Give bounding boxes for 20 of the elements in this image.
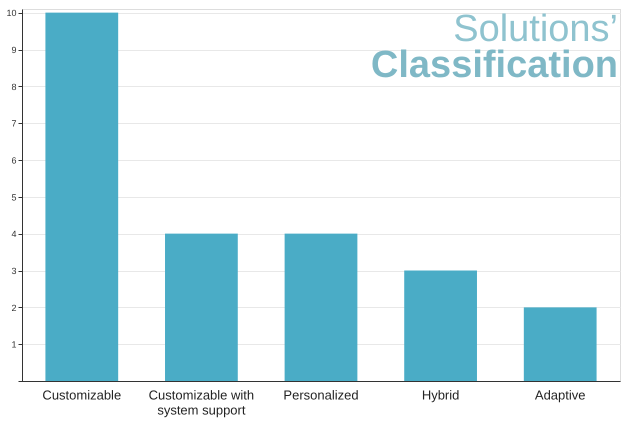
y-tick-label: 6 [11,156,16,166]
y-tick-label: 7 [11,118,16,129]
bar [284,234,358,381]
x-tick-label: Personalized [283,388,359,402]
y-tick-label: 8 [11,82,16,92]
bar [165,234,238,381]
x-tick-label: Hybrid [422,388,460,402]
y-tick-label: 4 [11,229,16,240]
bar [524,307,597,381]
x-tick-label: Adaptive [534,388,586,402]
x-tick-label: Customizable [42,388,122,402]
y-tick-label: 2 [11,302,16,313]
bar [45,12,118,381]
y-tick-label: 3 [11,266,16,276]
x-tick-label: Customizable with system support [148,388,254,418]
bar [404,270,477,381]
y-tick-label: 9 [11,45,16,56]
y-tick-label: 5 [11,192,16,202]
y-tick-label: 10 [6,8,16,18]
y-tick-label: 1 [11,340,16,350]
